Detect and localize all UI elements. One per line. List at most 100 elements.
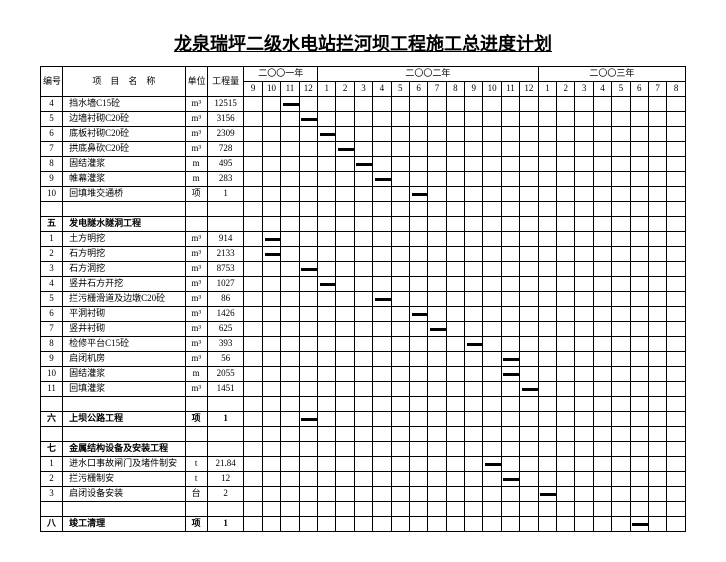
cell-qty: 1027 [207, 277, 244, 292]
gantt-cell [409, 352, 427, 367]
gantt-cell [575, 442, 593, 457]
cell-num: 6 [41, 127, 63, 142]
gantt-cell [281, 217, 299, 232]
gantt-cell [557, 472, 575, 487]
gantt-cell [648, 157, 666, 172]
gantt-cell [299, 277, 317, 292]
gantt-cell [575, 412, 593, 427]
gantt-cell [501, 337, 519, 352]
gantt-cell [409, 382, 427, 397]
gantt-cell [281, 262, 299, 277]
gantt-cell [575, 187, 593, 202]
gantt-bar [503, 358, 519, 361]
gantt-cell [262, 232, 280, 247]
gantt-cell [446, 412, 464, 427]
gantt-cell [409, 277, 427, 292]
gantt-cell [483, 247, 501, 262]
gantt-cell [630, 172, 648, 187]
gantt-cell [630, 457, 648, 472]
gantt-cell [409, 517, 427, 532]
gantt-cell [428, 487, 446, 502]
gantt-cell [648, 367, 666, 382]
gantt-cell [612, 352, 630, 367]
gantt-cell [318, 337, 336, 352]
gantt-cell [612, 292, 630, 307]
gantt-cell [373, 442, 391, 457]
gantt-cell [336, 337, 354, 352]
gantt-cell [373, 367, 391, 382]
gantt-cell [612, 232, 630, 247]
gantt-cell [501, 112, 519, 127]
gantt-cell [428, 322, 446, 337]
gantt-cell [520, 352, 539, 367]
gantt-cell [483, 262, 501, 277]
gantt-cell [354, 112, 372, 127]
gantt-cell [667, 112, 686, 127]
gantt-cell [612, 277, 630, 292]
gantt-cell [391, 247, 409, 262]
gantt-cell [354, 232, 372, 247]
gantt-cell: V:平均每月440 [299, 262, 317, 277]
gantt-cell [538, 472, 556, 487]
gantt-cell [446, 292, 464, 307]
gantt-cell [446, 472, 464, 487]
gantt-cell [373, 382, 391, 397]
gantt-cell [648, 112, 666, 127]
gantt-cell [262, 127, 280, 142]
gantt-cell [593, 367, 611, 382]
gantt-bar [485, 463, 501, 466]
gantt-cell [428, 157, 446, 172]
gantt-cell [557, 367, 575, 382]
gantt-cell [428, 442, 446, 457]
cell-qty: 914 [207, 232, 244, 247]
th-month: 4 [593, 82, 611, 97]
gantt-cell [428, 172, 446, 187]
gantt-cell [465, 127, 483, 142]
table-body: 4挡水墙C15砼m³125155边墙衬砌C20砼m³31566底板衬砌C20砼m… [41, 97, 686, 532]
gantt-cell [299, 337, 317, 352]
gantt-cell [593, 382, 611, 397]
gantt-cell [428, 97, 446, 112]
gantt-cell [483, 382, 501, 397]
cell-name: 启闭设备安装 [63, 487, 186, 502]
gantt-cell [299, 472, 317, 487]
gantt-cell [262, 442, 280, 457]
cell-name: 回填灌浆 [63, 382, 186, 397]
gantt-cell [281, 337, 299, 352]
gantt-cell [575, 262, 593, 277]
gantt-cell [465, 187, 483, 202]
gantt-cell [409, 292, 427, 307]
gantt-cell [354, 172, 372, 187]
gantt-cell [483, 322, 501, 337]
gantt-cell [557, 142, 575, 157]
gantt-cell [538, 112, 556, 127]
cell-unit: t [185, 457, 207, 472]
gantt-cell [336, 457, 354, 472]
gantt-cell [612, 322, 630, 337]
gantt-cell [501, 157, 519, 172]
gantt-cell [428, 457, 446, 472]
gantt-cell [501, 127, 519, 142]
gantt-cell [244, 352, 262, 367]
gantt-cell [446, 247, 464, 262]
gantt-cell [244, 97, 262, 112]
gantt-cell [354, 262, 372, 277]
gantt-cell [428, 127, 446, 142]
gantt-cell [593, 172, 611, 187]
gantt-cell [667, 517, 686, 532]
gantt-cell [354, 442, 372, 457]
gantt-cell [575, 307, 593, 322]
gantt-cell [428, 232, 446, 247]
gantt-cell [612, 337, 630, 352]
gantt-cell [391, 217, 409, 232]
gantt-cell [428, 337, 446, 352]
gantt-cell [446, 97, 464, 112]
gantt-cell [373, 517, 391, 532]
gantt-cell [373, 292, 391, 307]
cell-qty: 1 [207, 517, 244, 532]
gantt-cell [391, 457, 409, 472]
gantt-cell [501, 442, 519, 457]
gantt-cell [648, 442, 666, 457]
gantt-cell [318, 262, 336, 277]
gantt-cell [354, 127, 372, 142]
